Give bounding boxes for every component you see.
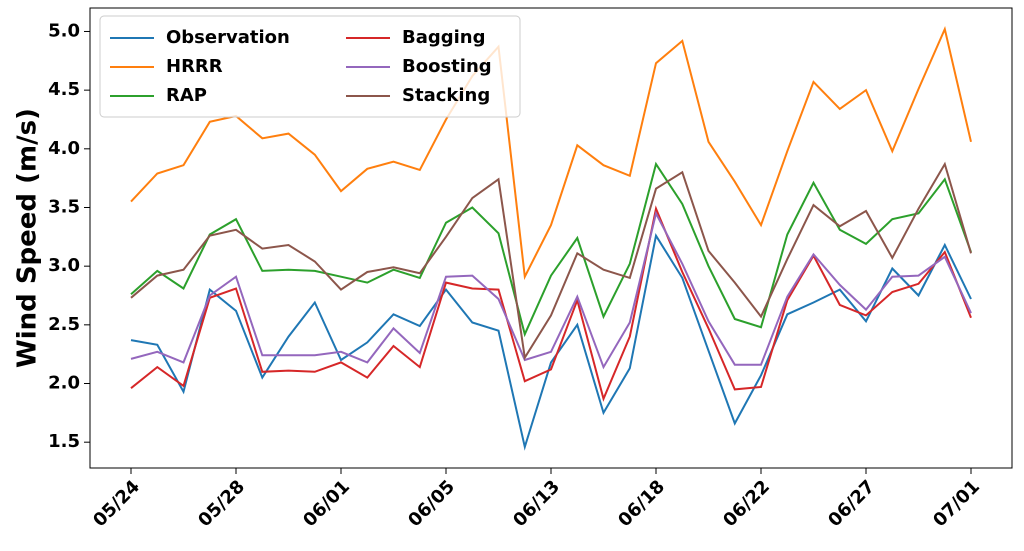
legend-label: Observation [166, 27, 290, 48]
series-line [130, 161, 972, 338]
legend-label: Bagging [402, 27, 486, 48]
legend-label: RAP [166, 85, 207, 106]
x-tick-label: 06/18 [614, 476, 669, 531]
x-tick-label: 06/05 [404, 476, 459, 531]
y-tick-label: 5.0 [48, 20, 80, 41]
x-tick-label: 05/24 [89, 476, 144, 531]
x-tick-label: 06/01 [299, 476, 354, 531]
y-tick-label: 1.5 [48, 431, 80, 452]
y-axis-label: Wind Speed (m/s) [13, 108, 43, 368]
x-tick-label: 06/27 [824, 476, 879, 531]
y-tick-label: 4.0 [48, 138, 80, 159]
legend-label: Stacking [402, 85, 490, 106]
y-tick-label: 2.0 [48, 373, 80, 394]
legend-label: Boosting [402, 56, 492, 77]
x-tick-label: 06/22 [719, 476, 774, 531]
series-line [130, 210, 972, 370]
x-tick-label: 06/13 [509, 476, 564, 531]
legend-label: HRRR [166, 56, 223, 77]
series-line [130, 205, 972, 402]
series-line [130, 25, 972, 281]
x-tick-label: 07/01 [929, 476, 984, 531]
y-tick-label: 4.5 [48, 79, 80, 100]
y-tick-label: 2.5 [48, 314, 80, 335]
legend-box [99, 15, 521, 118]
y-tick-label: 3.0 [48, 255, 80, 276]
y-tick-label: 3.5 [48, 196, 80, 217]
series-line [130, 161, 972, 361]
series-line [130, 233, 972, 451]
x-tick-label: 05/28 [194, 476, 249, 531]
